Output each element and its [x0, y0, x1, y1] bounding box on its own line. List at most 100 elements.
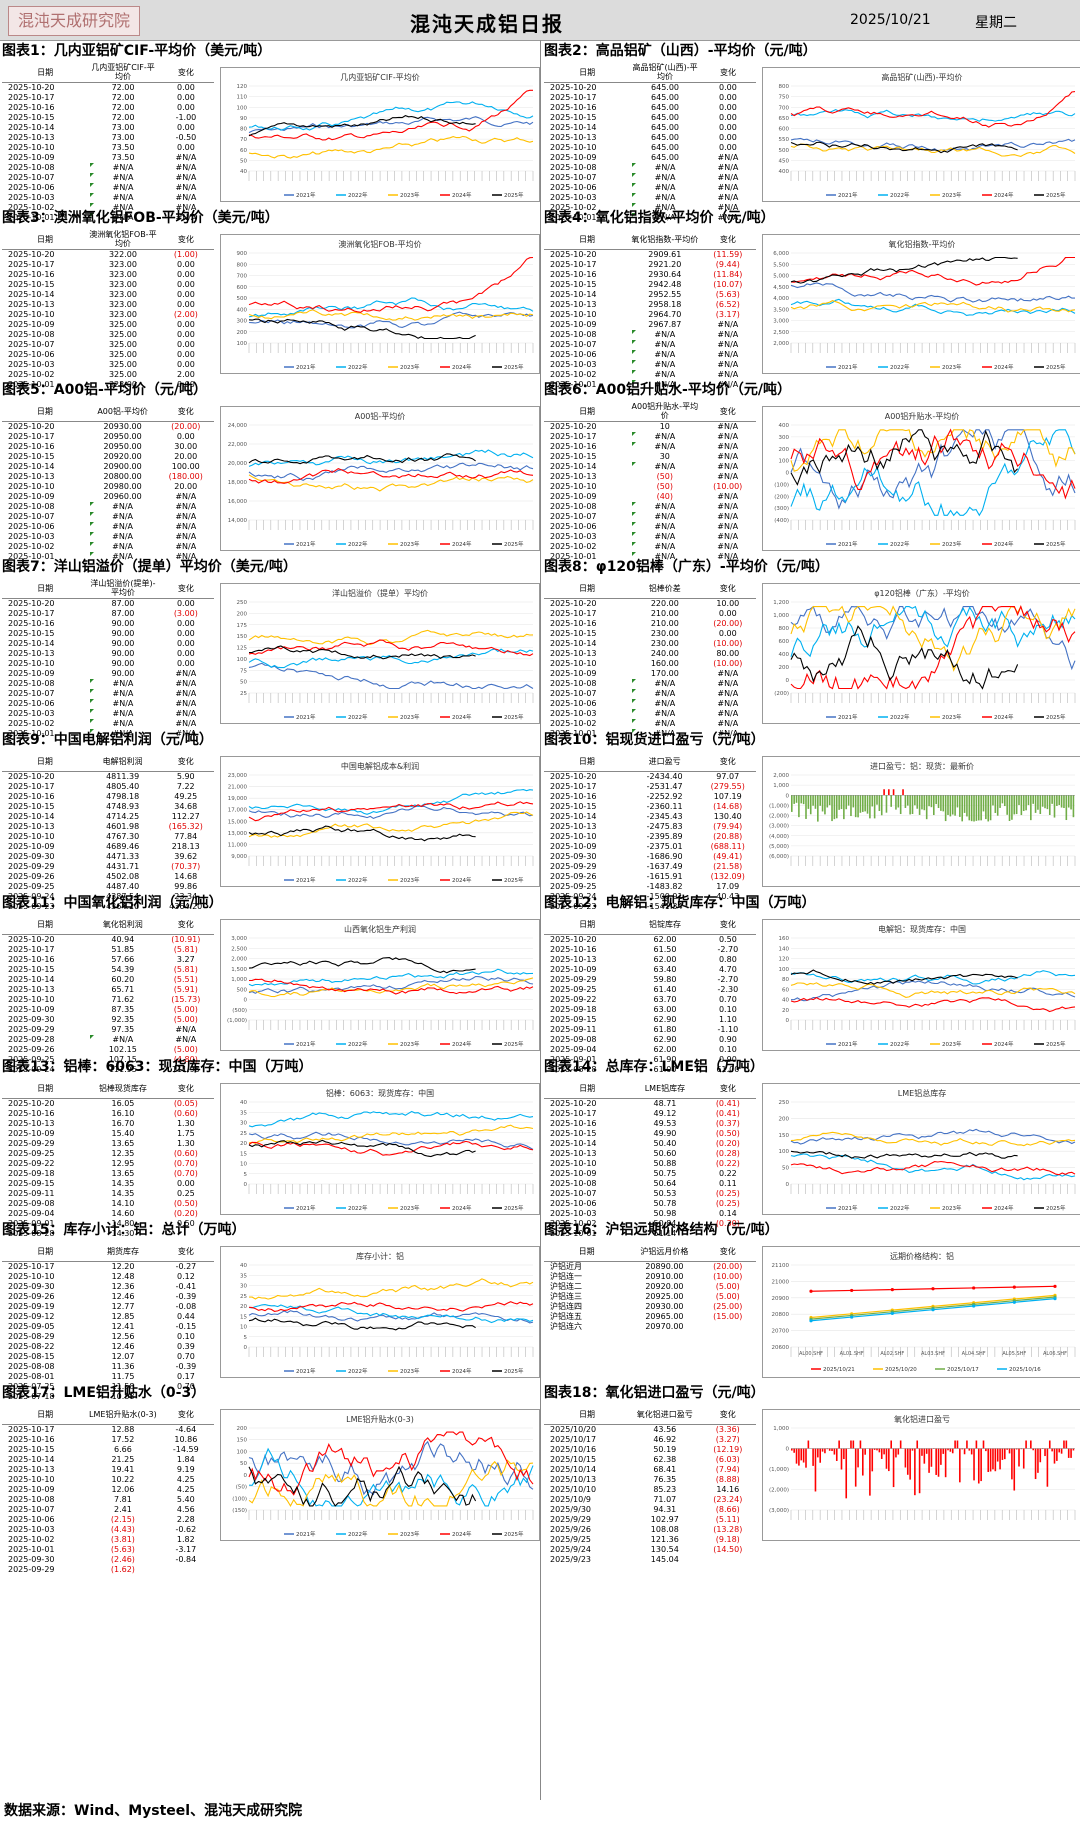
bar: [1051, 795, 1053, 804]
legend-label: 2023年: [400, 1204, 420, 1212]
bar: [973, 1448, 975, 1481]
y-tick-label: 18,000: [228, 480, 248, 486]
row-change: 14.16: [716, 1485, 740, 1494]
row-value: 17.52: [111, 1435, 135, 1444]
table-row: 2025-09-18 13.65 (0.70): [2, 1169, 214, 1179]
table-row: 2025-10-14 645.00 0.00: [544, 123, 756, 133]
row-date: 2025-10-03: [8, 709, 55, 718]
row-date: 2025-10-08: [8, 163, 55, 172]
row-change: 0.00: [719, 93, 737, 102]
row-value: #N/A: [630, 532, 699, 542]
row-date: 2025-09-30: [8, 852, 55, 861]
table-row: 2025-10-15 30 #N/A: [544, 452, 756, 462]
bar: [904, 1448, 907, 1468]
row-value: 14.10: [111, 1199, 135, 1208]
row-date: 2025-10-10: [550, 1159, 597, 1168]
row-date: 2025-10-07: [8, 1505, 55, 1514]
chart-svg: 山西氧化铝生产利润3,0002,5002,0001,5001,0005000(5…: [227, 924, 534, 1048]
row-value: -1500.91: [646, 892, 683, 901]
table-row: 2025-10-16 4798.18 49.25: [2, 792, 214, 802]
row-value: #N/A: [630, 193, 700, 203]
row-date: 2025-09-22: [8, 1159, 55, 1168]
row-change: (5.11): [715, 1515, 740, 1524]
chart-area: 澳洲氧化铝FOB-平均价 900 800 700 600 500 400 300 200 100 2…: [220, 234, 540, 374]
row-change: #N/A: [717, 370, 739, 379]
y-tick-label: 150: [237, 634, 248, 640]
column-header: 期货库存: [88, 1241, 158, 1262]
row-date: 2025-10-03: [550, 709, 597, 718]
row-value: 63.00: [653, 1005, 677, 1014]
row-date: 2025-10-03: [550, 532, 597, 541]
row-value: (3.81): [110, 1535, 135, 1544]
row-date: 2025-10-17: [550, 609, 597, 618]
row-change: #N/A: [175, 729, 197, 738]
y-tick-label: 1,000: [231, 977, 247, 983]
row-value: 61.90: [653, 1055, 677, 1064]
legend-label: 2021年: [838, 540, 858, 548]
row-change: 0.00: [719, 83, 737, 92]
series-line: [248, 135, 534, 159]
y-tick-label: 90: [240, 116, 247, 122]
column-header: 变化: [157, 1078, 214, 1099]
brand-logo: 混沌天成研究院: [8, 6, 140, 36]
row-value: 7.81: [114, 1495, 132, 1504]
table-row: 2025-09-29 59.80 -2.70: [544, 975, 756, 985]
table-row: 2025-10-09 63.40 4.70: [544, 965, 756, 975]
bar: [869, 1448, 871, 1496]
panel-title: 图表12：电解铝：现货库存：中国（万吨）: [544, 895, 816, 911]
row-value: 4805.40: [106, 782, 140, 791]
table-row: 2025-10-02 325.00 2.00: [2, 370, 214, 380]
row-value: 62.90: [653, 1015, 677, 1024]
bar: [1008, 1448, 1011, 1454]
chart-title: 中国电解铝成本&利润: [341, 761, 419, 771]
row-date: 2025-10-16: [8, 1109, 55, 1118]
panel-title: 图表11：中国氧化铝利润（元/吨）: [2, 895, 223, 911]
row-date: 2025-10-01: [8, 1545, 55, 1554]
row-change: 0.90: [718, 1055, 737, 1064]
row-date: 2025-10-14: [8, 975, 55, 984]
series-line: [790, 970, 1076, 985]
row-value: 12.06: [111, 1485, 135, 1494]
row-value: 323.00: [108, 300, 137, 309]
row-value: #N/A: [630, 350, 700, 360]
legend-label: 2023年: [400, 1530, 420, 1538]
bar: [828, 795, 831, 806]
series-line: [810, 1294, 1056, 1319]
y-tick-label: 6,000: [773, 251, 789, 257]
bar: [925, 1448, 928, 1454]
table-row: 2025-10-15 20920.00 20.00: [2, 452, 214, 462]
bar: [982, 795, 985, 812]
series-line: [248, 474, 534, 492]
column-header: 日期: [2, 914, 89, 935]
row-change: 0.10: [718, 1045, 737, 1054]
data-table: 日期 氧化铝进口盈亏 变化 2025/10/20 43.56 (3.36) 2025/10/…: [544, 1404, 756, 1565]
row-value: 645.00: [651, 93, 680, 102]
chart-svg: φ120铝棒（广东）-平均价1,2001,0008006004002000(20…: [773, 588, 1076, 721]
bar: [904, 795, 907, 808]
row-change: (11.59): [713, 250, 743, 259]
table-row: 2025-10-13 65.71 (5.91): [2, 985, 214, 995]
row-change: 112.27: [171, 812, 200, 821]
series-line: [248, 116, 534, 134]
y-tick-label: 900: [237, 251, 248, 257]
row-value: 12.46: [111, 1342, 135, 1351]
row-change: 0.12: [177, 1272, 195, 1281]
bar: [947, 795, 949, 815]
table-row: 2025-10-10 50.88 (0.22): [544, 1159, 756, 1169]
row-change: #N/A: [175, 512, 197, 521]
row-change: 23.34: [174, 892, 198, 901]
series-line: [248, 801, 534, 822]
row-date: 2025-10-16: [550, 619, 597, 628]
row-date: 2025-09-26: [550, 872, 597, 881]
bar: [878, 1448, 881, 1453]
y-tick-label: 800: [779, 626, 790, 632]
legend-label: 2021年: [296, 363, 316, 371]
bar: [996, 1448, 999, 1462]
bar: [812, 795, 814, 806]
row-change: #N/A: [175, 522, 197, 531]
y-tick-label: 0: [244, 1345, 248, 1351]
bar: [890, 795, 892, 807]
y-tick-label: 175: [237, 623, 248, 629]
y-tick-label: 0: [786, 1447, 790, 1453]
bar: [921, 1448, 923, 1456]
